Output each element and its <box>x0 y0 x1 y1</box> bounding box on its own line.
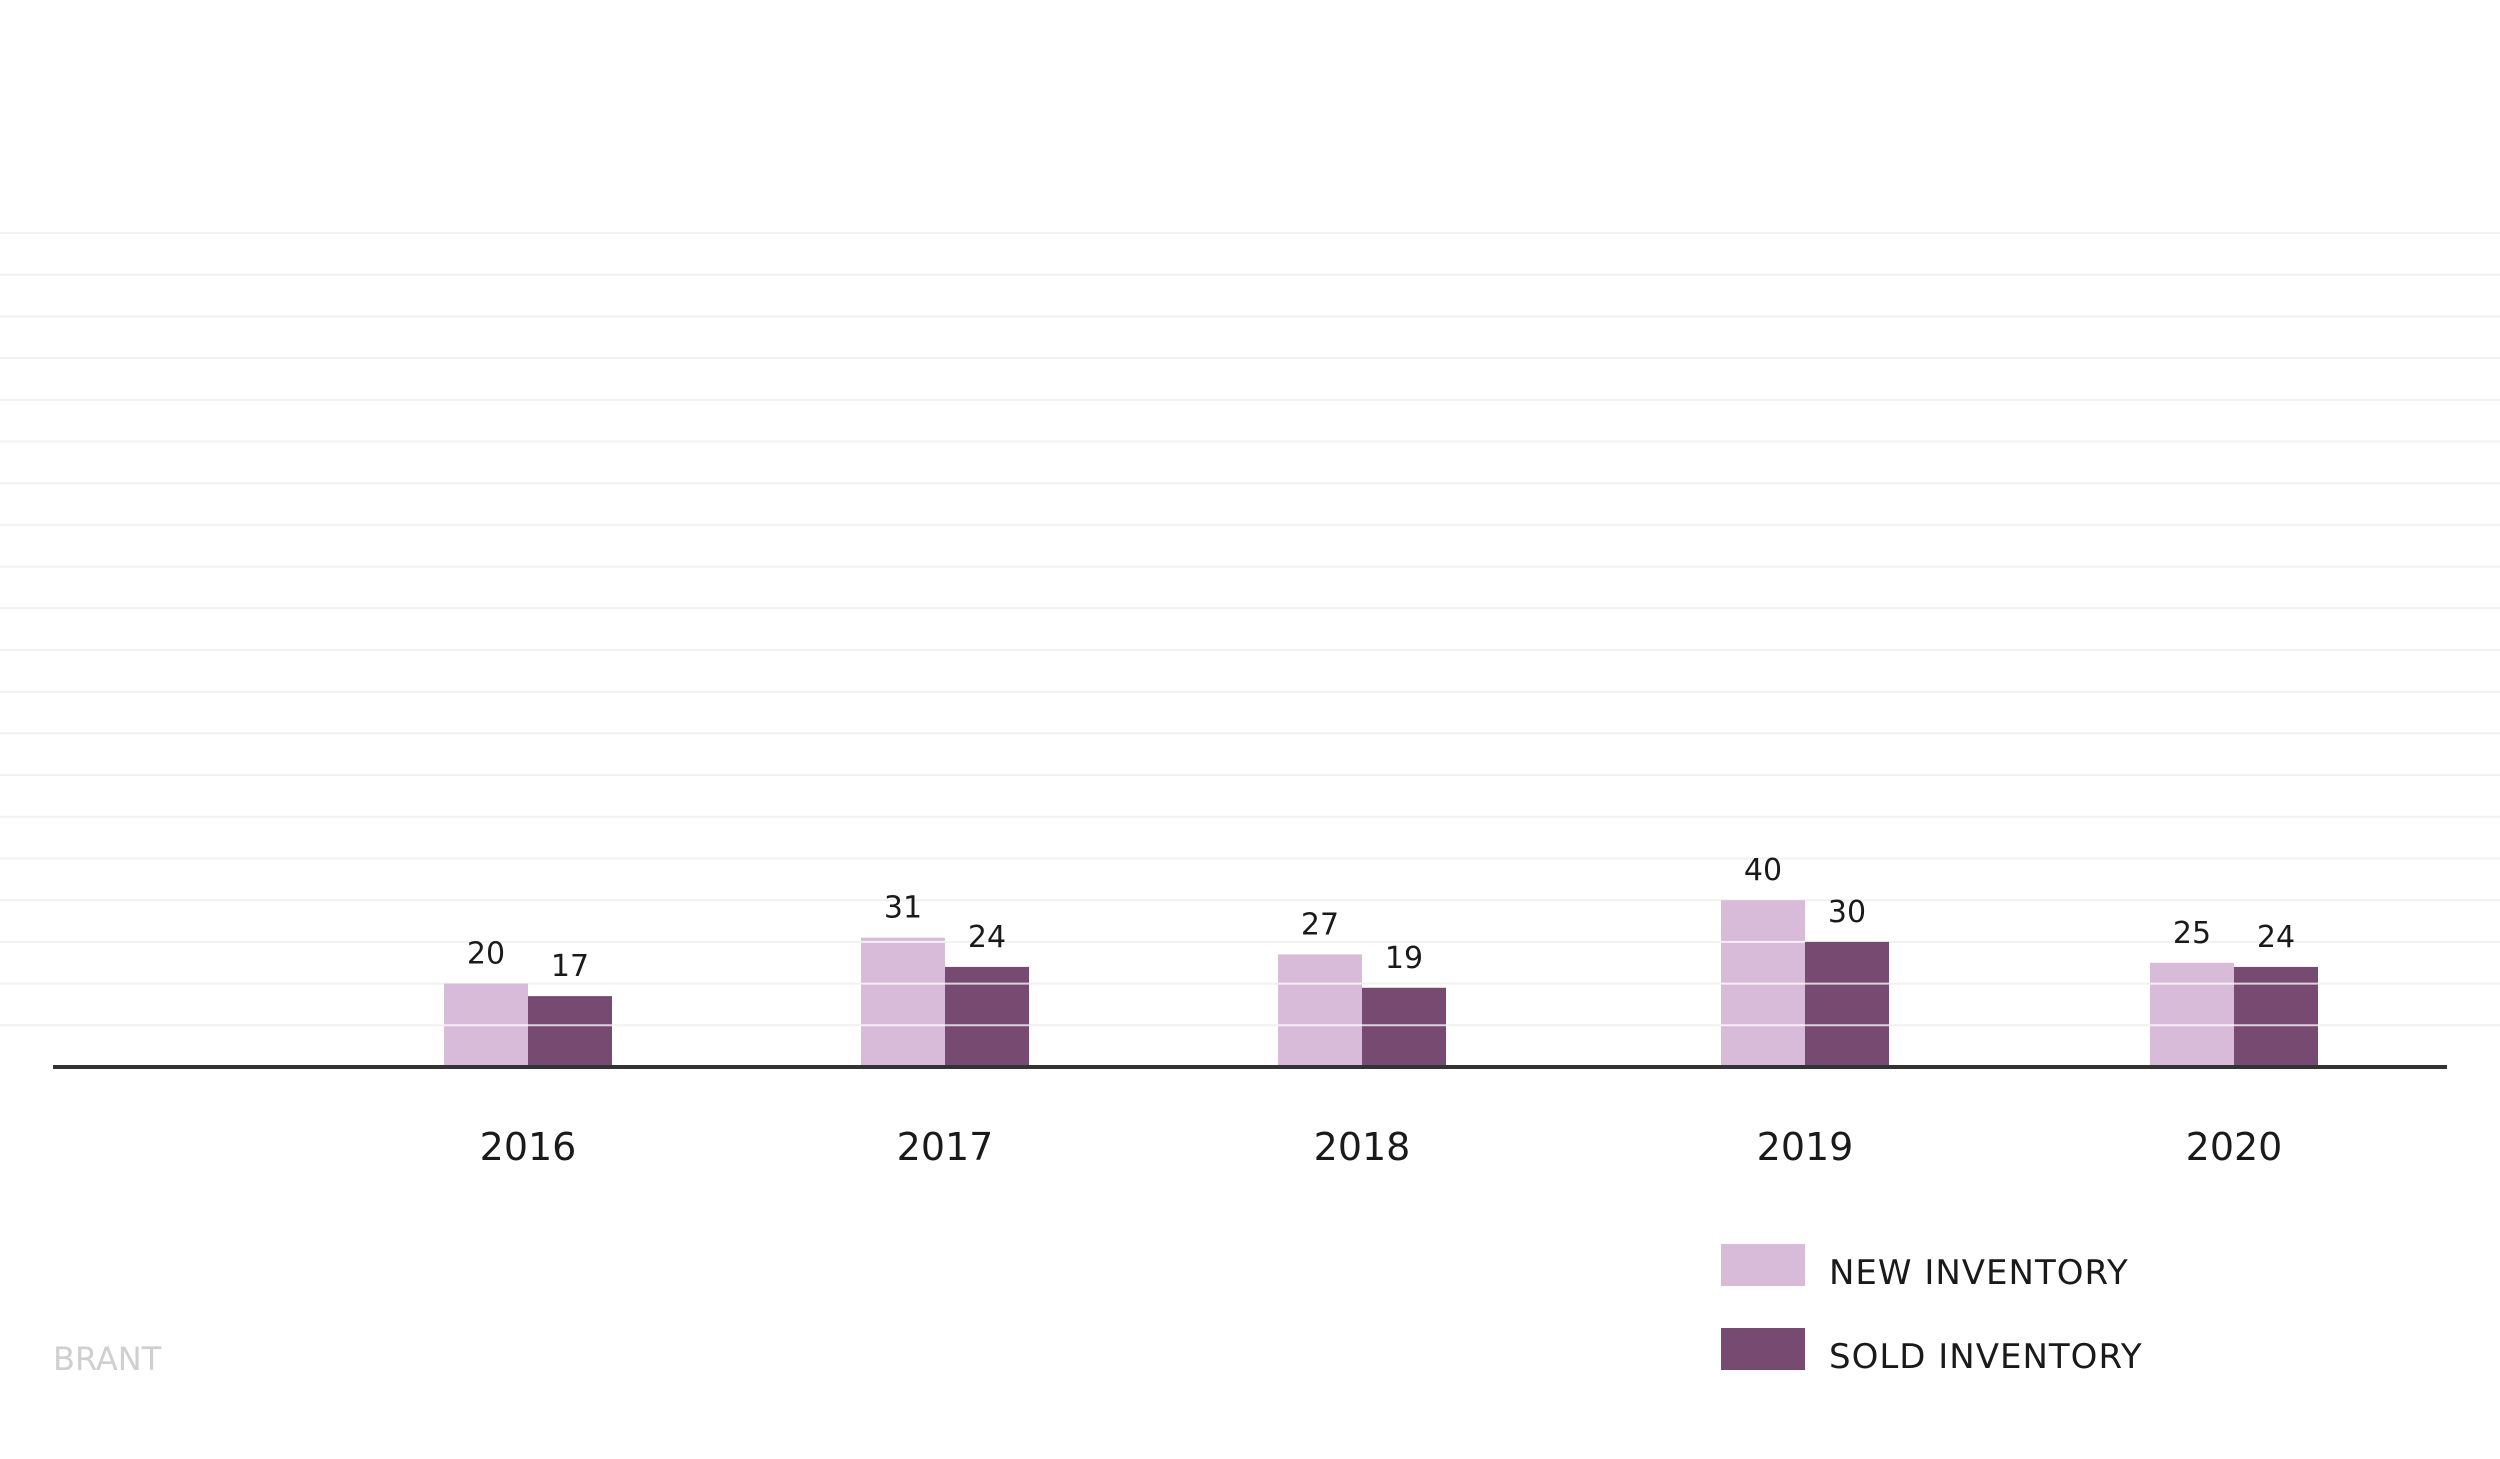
bar-sold-inventory-2017 <box>945 966 1029 1067</box>
x-tick-label: 2018 <box>1314 1125 1411 1169</box>
bars <box>444 900 2318 1067</box>
bar-sold-inventory-2018 <box>1362 987 1446 1067</box>
legend-label: NEW INVENTORY <box>1829 1253 2129 1293</box>
bar-sold-inventory-2020 <box>2234 966 2318 1067</box>
bar-overlay-grid-lines <box>444 940 2318 1027</box>
x-tick-label: 2019 <box>1757 1125 1854 1169</box>
value-label: 30 <box>1828 895 1866 930</box>
value-label: 24 <box>968 920 1006 955</box>
x-tick-label: 2016 <box>480 1125 577 1169</box>
value-label: 19 <box>1385 941 1423 976</box>
grid-lines <box>0 232 2500 1027</box>
value-label: 31 <box>884 891 922 926</box>
value-label: 27 <box>1301 907 1339 942</box>
bar-new-inventory-2018 <box>1278 954 1362 1067</box>
x-tick-label: 2017 <box>897 1125 994 1169</box>
legend-swatch <box>1721 1328 1805 1370</box>
value-labels: 20 17 31 24 27 19 40 30 25 24 <box>467 853 2295 984</box>
legend-label: SOLD INVENTORY <box>1829 1337 2143 1377</box>
value-label: 25 <box>2173 916 2211 951</box>
value-label: 20 <box>467 937 505 972</box>
x-tick-label: 2020 <box>2186 1125 2283 1169</box>
value-label: 17 <box>551 949 589 984</box>
value-label: 40 <box>1744 853 1782 888</box>
bar-sold-inventory-2016 <box>528 996 612 1067</box>
bar-new-inventory-2020 <box>2150 962 2234 1067</box>
bar-new-inventory-2017 <box>861 937 945 1067</box>
bar-sold-inventory-2019 <box>1805 941 1889 1067</box>
brand-watermark: BRANT <box>53 1340 162 1378</box>
x-axis-tick-labels: 2016 2017 2018 2019 2020 <box>480 1125 2283 1169</box>
value-label: 24 <box>2257 920 2295 955</box>
legend: NEW INVENTORY SOLD INVENTORY <box>1721 1244 2143 1377</box>
legend-swatch <box>1721 1244 1805 1286</box>
